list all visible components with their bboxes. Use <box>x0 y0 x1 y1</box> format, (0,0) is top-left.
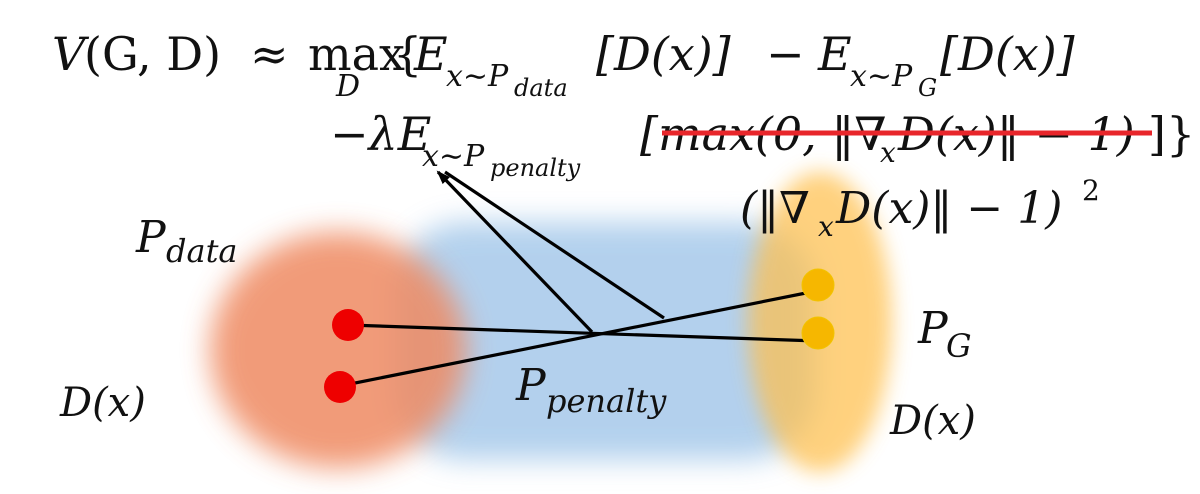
replacement-term-rest: D(x)‖ − 1) <box>835 183 1062 234</box>
sample-line-upper <box>347 323 819 343</box>
formula-e1: E <box>413 27 448 81</box>
formula-close: ]} <box>1148 107 1195 161</box>
formula-v: V <box>52 27 90 81</box>
formula-max: max <box>308 27 405 81</box>
formula-e3-subsub: penalty <box>490 154 581 182</box>
formula-e2-subsub: G <box>918 74 937 102</box>
formula-v-args: (G, D) <box>84 27 221 81</box>
formula-e3-sub: x∼P <box>422 139 485 174</box>
data-point-lower <box>324 371 356 403</box>
generator-point-upper <box>801 268 835 302</box>
formula-struck-nabla-sub: x <box>880 136 896 169</box>
generator-point-lower <box>801 316 835 350</box>
formula-term1: [D(x)] <box>596 27 731 81</box>
discriminator-label-right: D(x) <box>889 398 976 444</box>
p-penalty-subscript: penalty <box>546 382 667 420</box>
penalty-region <box>395 222 815 460</box>
p-g-label: P <box>917 303 949 354</box>
penalty-arrow-2 <box>444 170 665 320</box>
penalty-arrow-1 <box>436 170 594 334</box>
formula-minus1: − <box>766 27 805 81</box>
formula-open-brace: { <box>393 27 422 81</box>
formula-max-subscript: D <box>335 69 360 104</box>
p-data-subscript: data <box>166 232 238 270</box>
formula-e2: E <box>817 27 852 81</box>
p-data-label: P <box>135 212 167 263</box>
p-g-subscript: G <box>946 327 972 365</box>
replacement-term-sub: x <box>818 210 834 243</box>
p-penalty-label: P <box>515 360 547 411</box>
replacement-term-exponent: 2 <box>1082 174 1100 207</box>
data-distribution-region <box>210 232 466 468</box>
formula-term2: [D(x)] <box>940 27 1075 81</box>
formula-e1-subsub: data <box>514 74 568 102</box>
sample-line-lower <box>339 289 817 388</box>
discriminator-label-left: D(x) <box>59 380 146 426</box>
formula-approx: ≈ <box>250 27 289 81</box>
formula-minus-lambda-e: −λE <box>330 107 431 161</box>
replacement-term-open: (‖∇ <box>740 183 810 234</box>
data-point-upper <box>332 309 364 341</box>
objective-formula: V (G, D) ≈ max D { E x∼P data [D(x)] − E… <box>52 27 1195 243</box>
formula-e1-sub: x∼P <box>446 59 509 94</box>
formula-e2-sub: x∼P <box>850 59 913 94</box>
